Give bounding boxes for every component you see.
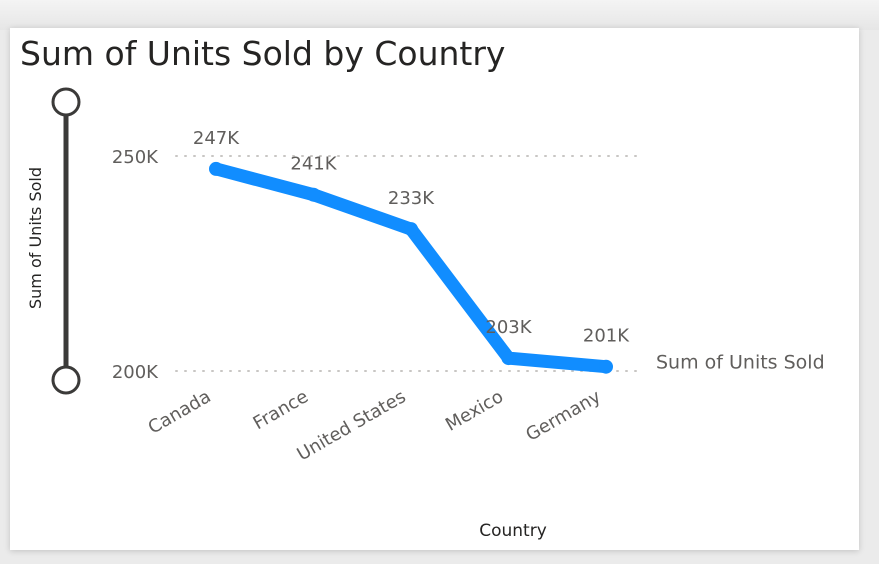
data-label: 247K [193, 128, 240, 149]
slider-handle-top[interactable] [51, 87, 81, 117]
x-tick-label: Canada [145, 386, 215, 438]
data-label: 203K [485, 317, 532, 338]
data-points [209, 161, 613, 374]
x-tick-label: France [250, 386, 312, 434]
top-shade [0, 0, 879, 30]
y-axis-zoom-slider[interactable] [51, 87, 81, 395]
y-axis-title: Sum of Units Sold [26, 167, 45, 309]
y-axis-ticks: 200K 250K [112, 147, 159, 383]
y-tick-label: 200K [112, 362, 159, 383]
gridlines [175, 155, 641, 372]
slider-handle-bottom[interactable] [51, 365, 81, 395]
data-label: 201K [583, 326, 630, 347]
data-labels: 247K 241K 233K 203K 201K [193, 128, 630, 347]
data-label: 241K [290, 154, 337, 175]
chart-visual[interactable]: Sum of Units Sold by Country Sum of Unit… [10, 28, 859, 550]
chart-title: Sum of Units Sold by Country [20, 34, 506, 73]
data-point[interactable] [599, 359, 613, 374]
data-point[interactable] [404, 222, 418, 237]
y-tick-label: 250K [112, 147, 159, 168]
series-legend-label: Sum of Units Sold [656, 352, 825, 374]
x-axis-title: Country [479, 521, 547, 541]
x-tick-label: Germany [522, 386, 604, 446]
data-point[interactable] [209, 161, 223, 176]
x-tick-label: United States [293, 386, 409, 465]
x-tick-label: Mexico [442, 386, 507, 436]
data-point[interactable] [306, 187, 321, 202]
data-point[interactable] [501, 351, 516, 366]
data-label: 233K [388, 188, 435, 209]
